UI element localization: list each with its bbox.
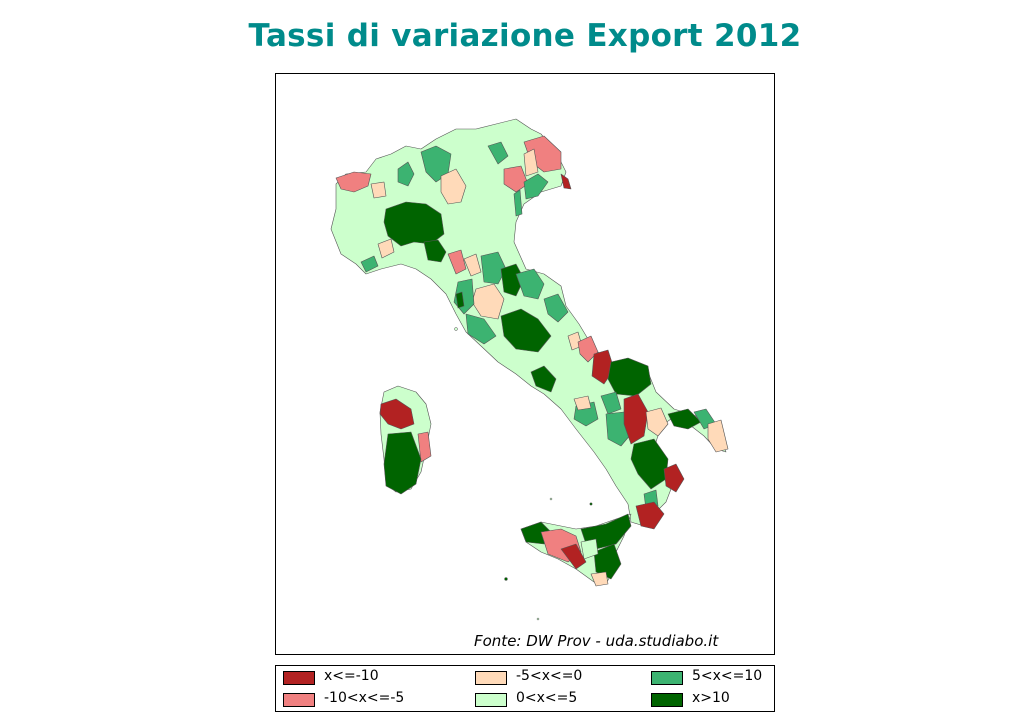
legend: x<=-10 -10<x<=-5 -5<x<=0 0<x<=5 5<x<=10 … (275, 665, 775, 712)
region-genoa (423, 239, 447, 263)
region-treviso (503, 165, 529, 193)
region-lombardy-east (440, 168, 467, 205)
legend-swatch (475, 671, 507, 685)
region-crotone (663, 463, 685, 493)
island-ustica (549, 497, 553, 501)
island-elba (454, 327, 458, 331)
legend-swatch (283, 671, 315, 685)
region-perugia (500, 308, 552, 353)
legend-label: 0<x<=5 (516, 690, 578, 706)
region-massa (447, 249, 467, 275)
region-sassari (379, 398, 415, 430)
legend-label: -5<x<=0 (516, 668, 583, 684)
region-aosta (335, 171, 372, 193)
legend-swatch (651, 693, 683, 707)
region-grosseto (465, 313, 497, 345)
region-chieti (577, 335, 599, 363)
island-aeolian (589, 502, 593, 506)
region-foggia (607, 357, 652, 397)
region-bologna (500, 263, 525, 297)
region-matera (645, 407, 669, 437)
region-enna (580, 538, 599, 560)
legend-label: x>10 (692, 690, 730, 706)
region-belluno (523, 148, 539, 177)
region-caltanissetta (560, 543, 587, 570)
region-rome (530, 365, 557, 393)
region-cagliari (383, 431, 422, 495)
region-novara (397, 161, 415, 187)
region-livorno (455, 291, 465, 309)
legend-swatch (283, 693, 315, 707)
region-ragusa (590, 571, 609, 587)
region-marche-south (543, 293, 569, 323)
region-reggio-calabria (635, 501, 665, 530)
region-avellino (600, 391, 622, 415)
region-caserta (573, 395, 592, 411)
legend-swatch (651, 671, 683, 685)
region-lecce (707, 419, 729, 453)
region-venice (523, 173, 549, 200)
region-taranto (667, 408, 702, 430)
legend-swatch (475, 693, 507, 707)
region-liguria-west (377, 238, 395, 259)
source-caption: Fonte: DW Prov - uda.studiabo.it (474, 632, 719, 650)
map-title: Tassi di variazione Export 2012 (248, 18, 802, 54)
region-trentino (487, 141, 509, 165)
island-pantelleria (504, 577, 508, 581)
region-liguria-imperia (360, 255, 379, 273)
map-panel: Fonte: DW Prov - uda.studiabo.it (275, 73, 775, 655)
legend-label: x<=-10 (324, 668, 379, 684)
region-trieste (560, 173, 572, 190)
italy-choropleth-map (330, 118, 729, 621)
region-ogliastra (417, 431, 432, 463)
region-catania (593, 543, 622, 580)
region-potenza (623, 393, 649, 445)
region-piedmont-north (370, 181, 387, 199)
region-vicenza (513, 189, 523, 217)
region-cosenza (630, 438, 669, 490)
legend-label: 5<x<=10 (692, 668, 763, 684)
region-lucca (463, 253, 482, 277)
legend-label: -10<x<=-5 (324, 690, 405, 706)
region-ancona (515, 268, 545, 300)
island-lampedusa (536, 617, 540, 621)
